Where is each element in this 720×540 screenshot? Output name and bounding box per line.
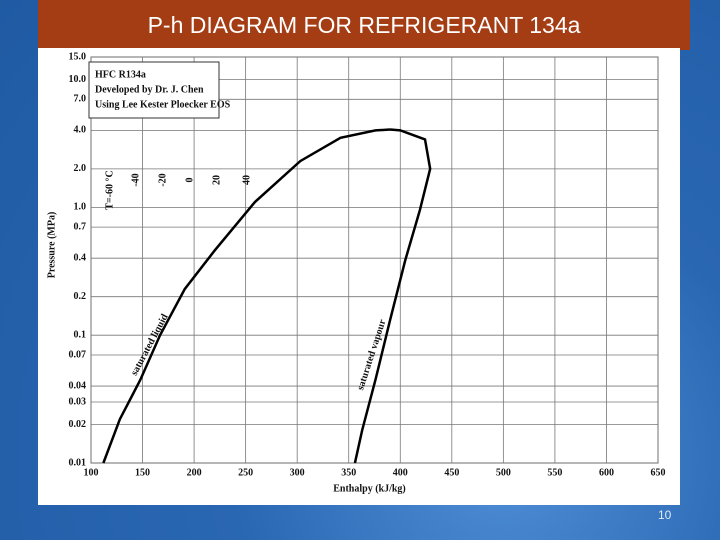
isotherm-label: -20 bbox=[157, 173, 168, 186]
x-tick-label: 250 bbox=[238, 467, 253, 478]
isotherm-label: T=-60 °C bbox=[104, 170, 115, 209]
info-line: HFC R134a bbox=[95, 69, 146, 80]
plot-area bbox=[90, 56, 659, 464]
y-tick-label: 0.02 bbox=[69, 419, 87, 430]
y-tick-label: 15.0 bbox=[69, 51, 87, 62]
y-tick-label: 0.03 bbox=[69, 396, 87, 407]
y-tick-label: 0.4 bbox=[74, 253, 87, 264]
isotherm-label: 0 bbox=[184, 178, 195, 183]
isotherm-label: -40 bbox=[130, 173, 141, 186]
y-tick-label: 0.04 bbox=[69, 380, 87, 391]
x-tick-label: 500 bbox=[496, 467, 511, 478]
y-tick-label: 4.0 bbox=[74, 125, 87, 136]
x-tick-label: 150 bbox=[135, 467, 150, 478]
info-box bbox=[88, 61, 220, 119]
x-tick-label: 600 bbox=[599, 467, 614, 478]
y-axis-title: Pressure (MPa) bbox=[46, 212, 57, 279]
slide-title: P-h DIAGRAM FOR REFRIGERANT 134a bbox=[147, 12, 581, 38]
y-tick-label: 2.0 bbox=[74, 163, 87, 174]
y-tick-label: 0.1 bbox=[74, 329, 87, 340]
y-tick-label: 0.2 bbox=[74, 291, 87, 302]
isotherm-label: 40 bbox=[241, 175, 252, 185]
x-tick-label: 400 bbox=[393, 467, 408, 478]
isotherm-label: 20 bbox=[211, 175, 222, 185]
info-line: Developed by Dr. J. Chen bbox=[95, 84, 204, 95]
y-tick-label: 0.01 bbox=[69, 457, 87, 468]
y-tick-label: 0.07 bbox=[69, 349, 87, 360]
x-tick-label: 650 bbox=[651, 467, 666, 478]
x-axis-title: Enthalpy (kJ/kg) bbox=[333, 483, 406, 494]
page-number: 10 bbox=[658, 508, 672, 522]
x-tick-label: 100 bbox=[84, 467, 99, 478]
x-tick-label: 200 bbox=[187, 467, 202, 478]
x-tick-label: 350 bbox=[341, 467, 356, 478]
y-tick-label: 7.0 bbox=[74, 94, 87, 105]
x-tick-label: 450 bbox=[444, 467, 459, 478]
info-line: Using Lee Kester Ploecker EOS bbox=[95, 99, 231, 110]
saturation-line bbox=[353, 128, 432, 464]
saturation-line bbox=[102, 128, 391, 464]
x-tick-label: 550 bbox=[547, 467, 562, 478]
y-tick-label: 10.0 bbox=[69, 74, 87, 85]
x-tick-label: 300 bbox=[290, 467, 305, 478]
title-bar: P-h DIAGRAM FOR REFRIGERANT 134a bbox=[38, 0, 690, 50]
y-tick-label: 1.0 bbox=[74, 202, 87, 213]
y-tick-label: 0.7 bbox=[74, 221, 87, 232]
